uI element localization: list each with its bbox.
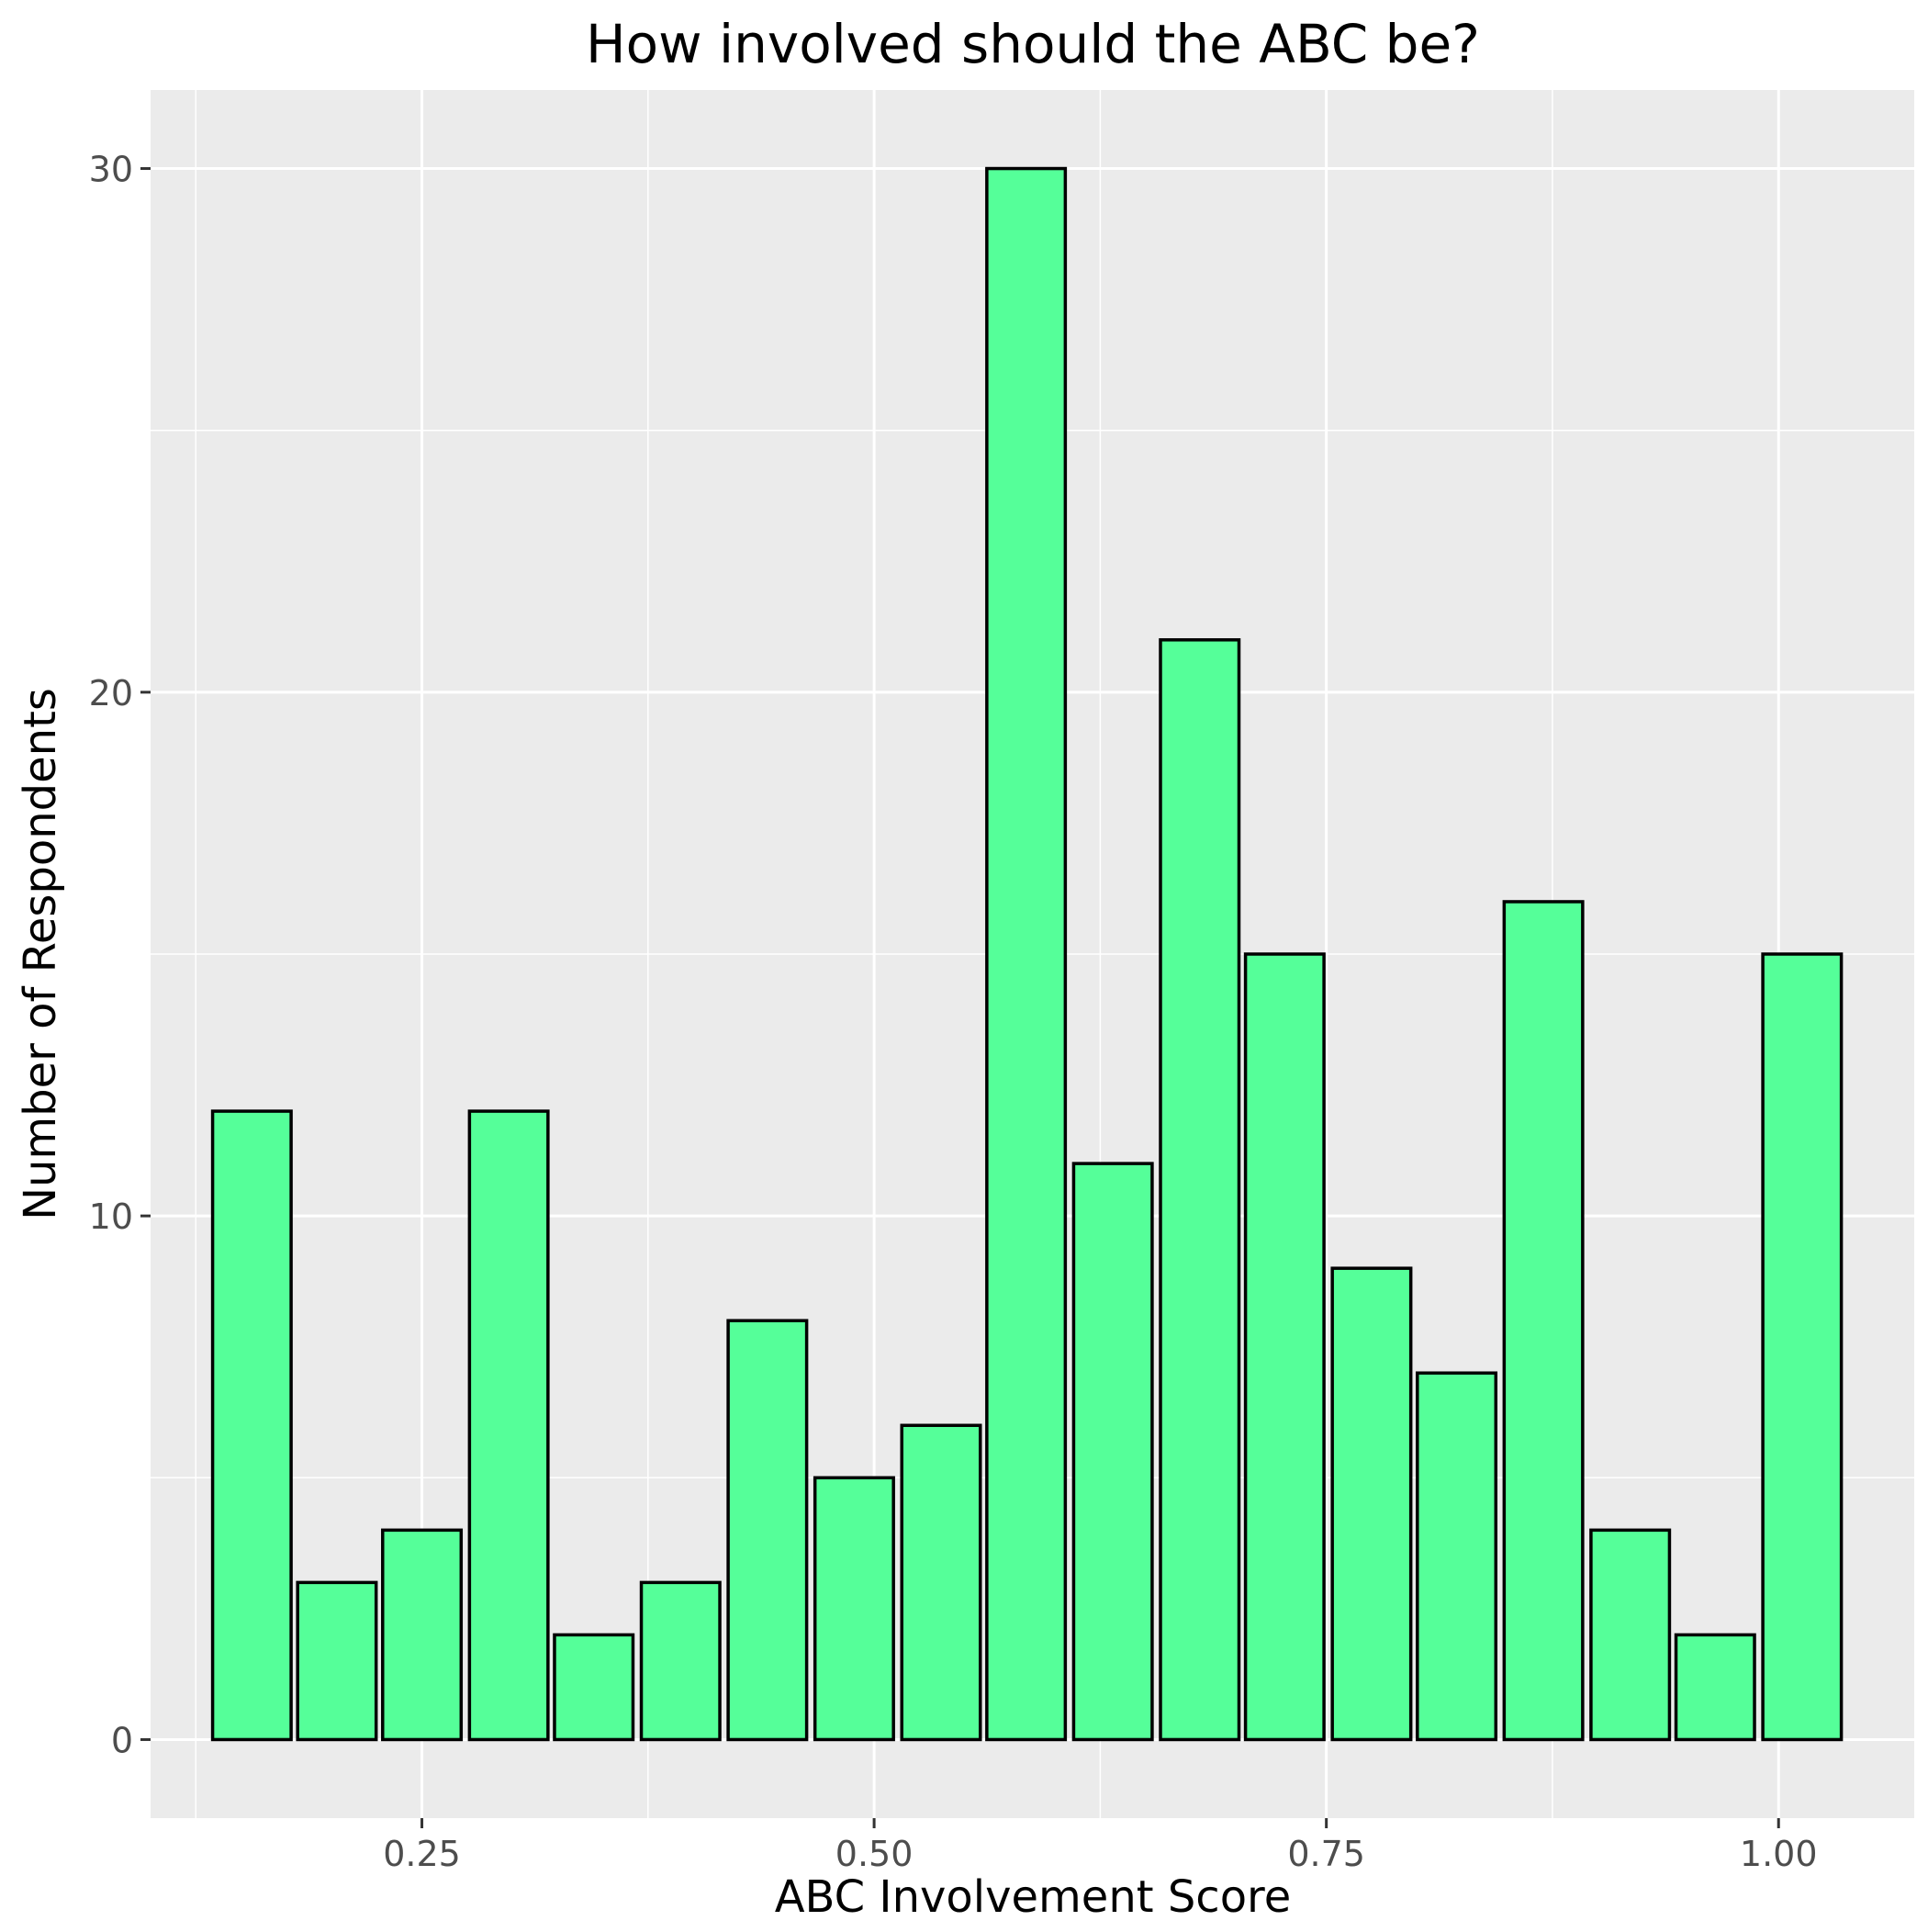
- x-axis: 0.25 0.50 0.75 1.00: [383, 1818, 1818, 1874]
- histogram-bar: [467, 1109, 550, 1742]
- histogram-bar: [553, 1633, 635, 1742]
- y-axis: 0 10 20 30: [89, 150, 151, 1760]
- x-tick-label: 0.25: [383, 1834, 461, 1874]
- histogram-bar: [1416, 1371, 1498, 1742]
- histogram-bar: [639, 1580, 722, 1742]
- histogram-bar: [813, 1476, 895, 1742]
- x-tick-label: 1.00: [1740, 1834, 1818, 1874]
- histogram-bar: [1159, 638, 1241, 1742]
- y-tick-label: 10: [89, 1196, 133, 1237]
- histogram-bar: [985, 166, 1068, 1742]
- histogram-bar: [726, 1319, 809, 1742]
- y-axis-label: Number of Respondents: [15, 688, 66, 1220]
- histogram-bar: [1071, 1162, 1154, 1742]
- y-tick-label: 0: [111, 1720, 133, 1760]
- bars-group: [210, 166, 1844, 1742]
- x-tick-label: 0.75: [1287, 1834, 1365, 1874]
- histogram-bar: [210, 1109, 293, 1742]
- y-tick-label: 20: [89, 673, 133, 713]
- histogram-bar: [1243, 952, 1326, 1742]
- histogram-bar: [296, 1580, 378, 1742]
- x-axis-label: ABC Involvement Score: [775, 1871, 1292, 1923]
- histogram-bar: [1502, 900, 1585, 1742]
- histogram-bar: [1761, 952, 1844, 1742]
- x-tick-label: 0.50: [835, 1834, 914, 1874]
- chart-title: How involved should the ABC be?: [586, 13, 1480, 75]
- y-tick-label: 30: [89, 150, 133, 190]
- histogram-bar: [1330, 1266, 1413, 1742]
- histogram-bar: [1674, 1633, 1756, 1742]
- histogram-bar: [900, 1423, 982, 1742]
- histogram-bar: [1589, 1528, 1672, 1742]
- histogram-bar: [381, 1528, 464, 1742]
